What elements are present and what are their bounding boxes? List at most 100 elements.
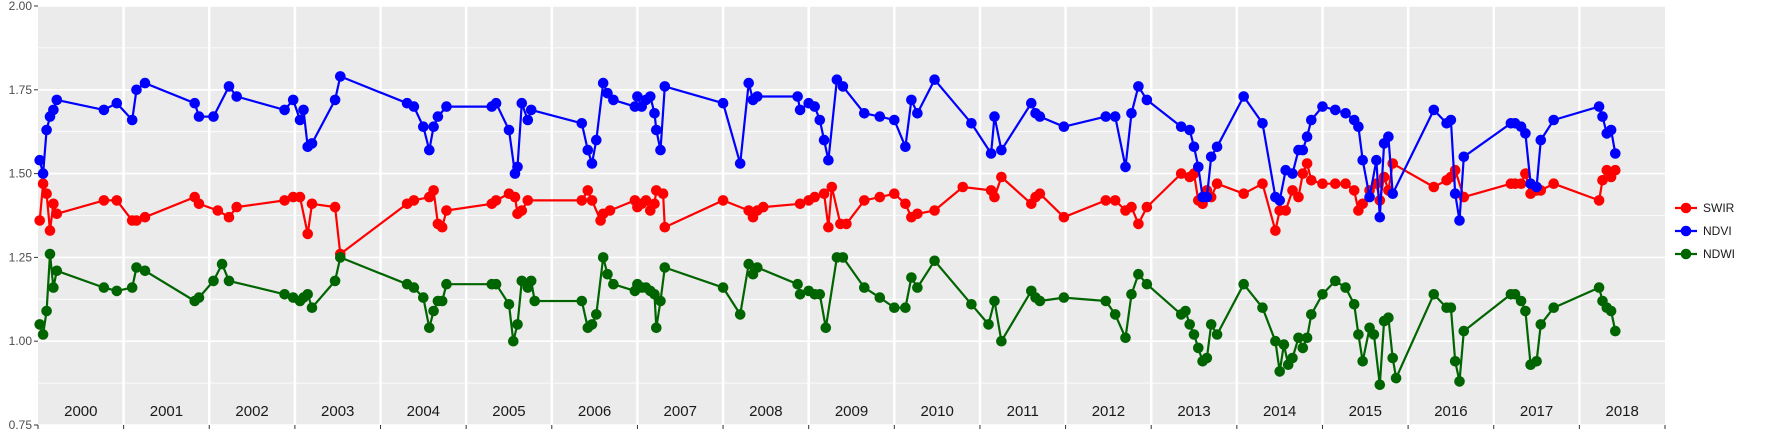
swir-data-point [957, 181, 969, 193]
ndvi-data-point [1531, 181, 1542, 193]
ndvi-data-point [752, 91, 763, 102]
year-label: 2002 [235, 403, 268, 420]
ndvi-data-point [1387, 188, 1398, 199]
ndwi-data-point [792, 278, 803, 290]
swir-data-point [1301, 158, 1313, 169]
ndwi-data-point [1353, 329, 1364, 340]
ndwi-data-point [329, 275, 341, 287]
legend-key-point-ndwi [1680, 248, 1692, 260]
ndwi-data-point [586, 319, 598, 330]
ndvi-data-point [231, 91, 242, 102]
ndwi-data-point [490, 278, 502, 290]
ndwi-data-point [1317, 289, 1328, 300]
swir-data-point [859, 195, 870, 206]
swir-data-point [1126, 201, 1137, 213]
ndvi-data-point [859, 108, 870, 119]
swir-data-point [428, 185, 439, 196]
ndwi-data-point [1548, 302, 1559, 314]
ndwi-data-point [1180, 305, 1191, 317]
ndvi-data-point [889, 114, 900, 126]
ndwi-data-point [193, 292, 205, 303]
ndwi-data-point [859, 282, 870, 293]
ndwi-data-point [734, 309, 746, 320]
ndvi-data-point [929, 74, 940, 85]
ndvi-data-point [996, 144, 1007, 156]
ndwi-data-point [966, 299, 977, 310]
swir-data-point [223, 211, 235, 223]
ndwi-data-point [794, 289, 806, 300]
swir-data-point [900, 198, 911, 210]
ndvi-data-point [441, 101, 452, 112]
ndwi-data-point [996, 335, 1007, 347]
ndwi-data-point [208, 275, 219, 287]
swir-data-point [1548, 178, 1559, 189]
ndvi-data-point [1364, 191, 1375, 203]
ndwi-data-point [655, 295, 666, 307]
ndvi-data-point [1535, 134, 1547, 146]
swir-data-point [1175, 168, 1187, 179]
ndwi-data-point [1383, 312, 1394, 324]
ndwi-data-point [436, 295, 448, 307]
ndvi-data-point [1188, 141, 1200, 153]
swir-data-point [1034, 188, 1046, 199]
ndvi-data-point [131, 84, 142, 96]
swir-data-point [794, 198, 806, 210]
swir-data-point [758, 201, 769, 213]
ndvi-data-point [329, 94, 341, 106]
grid-lines [38, 5, 1665, 426]
swir-data-point [659, 221, 671, 233]
ndvi-data-point [912, 108, 923, 119]
swir-data-point [212, 205, 224, 216]
ndvi-data-point [874, 111, 886, 122]
ndvi-data-point [576, 118, 588, 129]
ndvi-data-point [139, 77, 151, 89]
ndwi-data-point [1340, 282, 1351, 293]
ndvi-data-point [294, 114, 306, 126]
legend-label-ndwi: NDWI [1703, 247, 1735, 261]
swir-data-point [889, 188, 900, 199]
swir-data-point [1257, 178, 1268, 189]
data-series [34, 71, 1621, 391]
ndvi-data-point [1211, 141, 1223, 153]
ndwi-data-point [1593, 282, 1605, 293]
ndwi-data-point [1257, 302, 1268, 314]
swir-data-point [1387, 158, 1398, 169]
ndwi-data-point [1120, 332, 1131, 344]
ndwi-data-point [1109, 309, 1121, 320]
ndvi-data-point [632, 91, 643, 102]
ndvi-data-point [837, 81, 849, 92]
swir-data-point [1280, 205, 1291, 216]
swir-data-point [516, 205, 528, 216]
swir-data-point [306, 198, 318, 210]
ndwi-data-point [752, 262, 763, 273]
ndwi-data-point [929, 255, 940, 267]
swir-data-point [37, 178, 49, 189]
swir-data-point [51, 208, 63, 220]
swir-data-point [576, 195, 588, 206]
year-label: 2007 [664, 403, 697, 420]
ndvi-data-point [1133, 81, 1144, 92]
ndvi-data-point [717, 97, 729, 109]
ndwi-data-point [591, 309, 602, 320]
ndvi-data-point [1317, 101, 1328, 112]
ndvi-data-point [41, 124, 52, 136]
ndvi-data-point [792, 91, 803, 102]
ndwi-data-point [51, 265, 63, 277]
swir-data-point [604, 205, 616, 216]
ndvi-data-point [794, 104, 806, 116]
year-label: 2000 [64, 403, 97, 420]
ndvi-data-point [809, 101, 820, 112]
year-label: 2016 [1434, 403, 1467, 420]
year-label: 2006 [578, 403, 611, 420]
ndvi-data-point [586, 158, 598, 169]
swir-data-point [131, 215, 142, 226]
swir-data-point [1378, 171, 1390, 183]
ndvi-data-point [193, 111, 205, 122]
ndwi-data-point [1330, 275, 1341, 287]
ndvi-data-point [900, 141, 911, 153]
year-label: 2005 [492, 403, 525, 420]
swir-data-point [139, 211, 151, 223]
ndwi-data-point [37, 329, 49, 340]
ndvi-data-point [659, 81, 671, 92]
y-tick-label: 2.00 [9, 0, 33, 13]
